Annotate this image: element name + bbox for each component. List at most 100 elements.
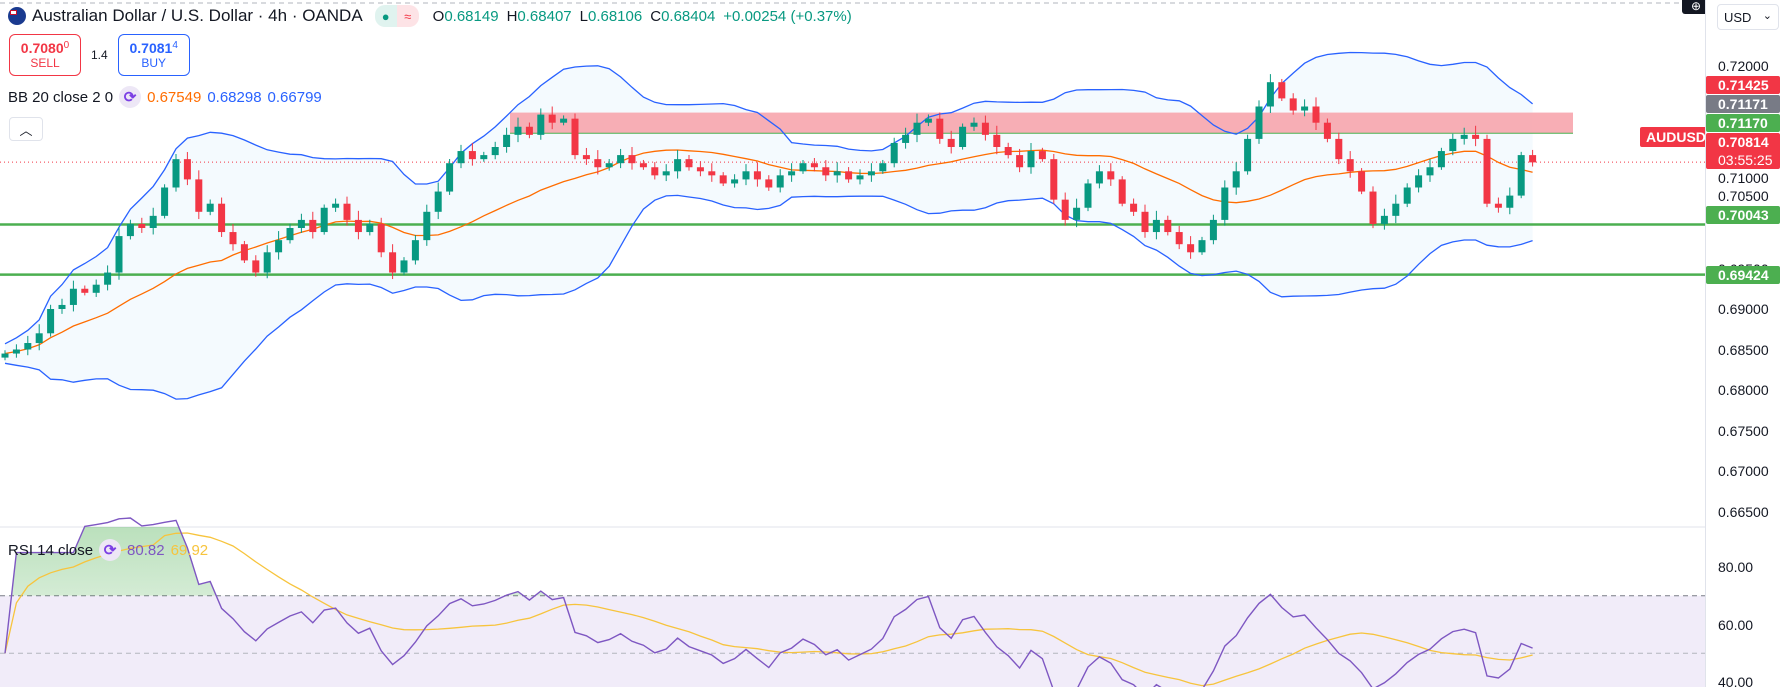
candle-body [514, 126, 522, 135]
open-value: 0.68149 [444, 7, 499, 25]
candle [423, 204, 431, 246]
candle [1472, 125, 1480, 147]
candle [1198, 236, 1206, 255]
candle [879, 159, 887, 174]
candle-body [890, 142, 898, 164]
candle [1164, 215, 1172, 236]
candle [617, 148, 625, 169]
market-open-icon: ● [374, 5, 397, 27]
candle [468, 142, 476, 166]
candle [1403, 183, 1411, 208]
price-label: 0.71171 [1706, 95, 1780, 113]
candle [639, 159, 647, 170]
candle [400, 257, 408, 276]
candle-body [731, 179, 739, 184]
buy-price-pip: 4 [172, 40, 178, 51]
bb-upper-value: 0.68298 [207, 88, 262, 106]
currency-dropdown[interactable]: USD ⌄ [1717, 4, 1779, 30]
candle-body [434, 191, 442, 212]
bb-name: BB 20 close 2 0 [8, 88, 114, 106]
buy-button[interactable]: 0.70814 BUY [117, 34, 190, 76]
candle-body [525, 126, 533, 135]
price-tick-label: 0.67000 [1718, 463, 1769, 479]
rsi-name: RSI 14 close [8, 541, 94, 559]
candle [959, 123, 967, 150]
candle [594, 150, 602, 175]
candle-body [1301, 106, 1309, 111]
candle [1061, 192, 1069, 226]
candle [286, 223, 294, 244]
add-plus-icon[interactable]: ⊕ [1682, 0, 1710, 14]
candle [1312, 97, 1320, 130]
refresh-icon[interactable]: ⟳ [119, 86, 142, 108]
candle [708, 163, 716, 182]
candle-body [788, 171, 796, 176]
candle [1380, 208, 1388, 230]
candle [1392, 194, 1400, 224]
rsi-legend[interactable]: RSI 14 close ⟳ 80.82 69.92 [8, 539, 208, 561]
candle [674, 150, 682, 179]
sell-button[interactable]: 0.70800 SELL [9, 34, 81, 76]
candle [1266, 74, 1274, 113]
australia-flag-icon [8, 7, 26, 25]
candle-body [229, 232, 237, 245]
low-value: 0.68106 [587, 7, 643, 25]
candle-body [879, 163, 887, 172]
rsi-band [0, 595, 1705, 687]
candle [1289, 93, 1297, 115]
candle [753, 162, 761, 187]
candle-body [149, 215, 157, 228]
candle [377, 217, 385, 258]
candle [480, 151, 488, 162]
candle-body [605, 163, 613, 168]
candle [1016, 148, 1024, 173]
candle-body [69, 288, 77, 305]
collapse-legend-button[interactable]: ︿ [9, 117, 43, 141]
candle-body [776, 175, 784, 188]
candle-body [1517, 155, 1525, 196]
candle [104, 265, 112, 291]
candle-body [708, 171, 716, 176]
candle [924, 114, 932, 127]
candle-body [1198, 240, 1206, 253]
candle-body [115, 236, 123, 273]
candle [320, 204, 328, 235]
candle [719, 172, 727, 187]
candle-body [503, 134, 511, 147]
current-price-value: 0.70814 [1718, 134, 1769, 150]
current-price-label: 0.70814 03:55:25 [1706, 133, 1780, 169]
candle-body [1483, 138, 1491, 204]
candle-body [1141, 211, 1149, 233]
candle-body [1004, 147, 1012, 156]
candle [115, 227, 123, 280]
candle-body [1130, 203, 1138, 212]
symbol-title[interactable]: Australian Dollar / U.S. Dollar · 4h · O… [32, 6, 363, 25]
chart-canvas[interactable] [0, 0, 1705, 687]
bb-legend[interactable]: BB 20 close 2 0 ⟳ 0.67549 0.68298 0.6679… [8, 86, 322, 108]
candle-body [411, 240, 419, 261]
rsi-value: 80.82 [127, 541, 165, 559]
candle [537, 108, 545, 140]
price-tick-label: 0.71000 [1718, 170, 1769, 186]
price-axis[interactable]: 0.720000.710000.705000.695000.690000.685… [1705, 0, 1787, 690]
candle-body [1118, 179, 1126, 204]
candle-body [126, 223, 134, 237]
candle-body [354, 219, 362, 233]
candle [1483, 134, 1491, 208]
candle [263, 245, 271, 279]
candle [297, 213, 305, 233]
candle [582, 147, 590, 165]
candle [1209, 214, 1217, 245]
candle [1278, 78, 1286, 101]
candle-body [537, 114, 545, 135]
refresh-icon[interactable]: ⟳ [99, 539, 122, 561]
market-status[interactable]: ● ≈ [374, 5, 419, 27]
bb-basis-line [4, 149, 1533, 355]
candle-body [1095, 171, 1103, 184]
candle-body [993, 134, 1001, 147]
candle [126, 219, 134, 240]
candle [195, 170, 203, 220]
candle-body [1346, 159, 1354, 172]
candle [514, 117, 522, 143]
candle-body [275, 240, 283, 253]
